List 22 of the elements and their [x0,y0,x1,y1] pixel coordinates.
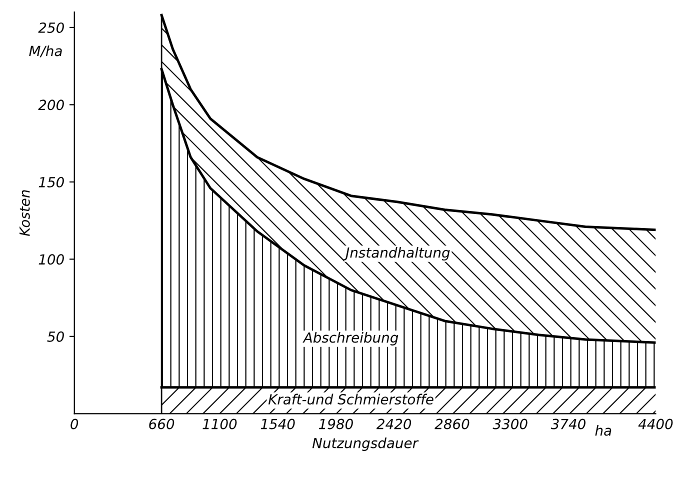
x-tick-label: 1100 [202,418,237,430]
text: ha [595,425,612,436]
y-tick-label: 150 [38,176,64,188]
x-tick-label: 4400 [638,418,673,430]
x-tick-label: 2420 [376,418,412,430]
y-tick-label: 200 [38,100,64,110]
x-tick-label: 3300 [492,418,528,430]
x-tick-label: 1540 [260,418,295,430]
series-label: Kraft-und Schmierstoffe [268,394,434,405]
y-tick-label: 250 [38,22,64,33]
x-tick-label: 2860 [434,418,470,430]
x-axis-title: Nutzungsdauer [312,438,419,451]
x-tick-label: 660 [149,418,174,430]
y-axis-title: Kosten [20,190,30,236]
series-label: Jnstandhaltung [343,247,450,260]
x-tick-label: 1980 [318,418,353,430]
y-tick-label: 100 [38,254,64,265]
text: M/ha [29,45,62,58]
y-tick-label: 50 [47,331,64,342]
series-label: Abschreibung [302,332,398,346]
x-tick-label: 0 [70,418,78,430]
x-tick-label: 3740 [550,418,586,430]
